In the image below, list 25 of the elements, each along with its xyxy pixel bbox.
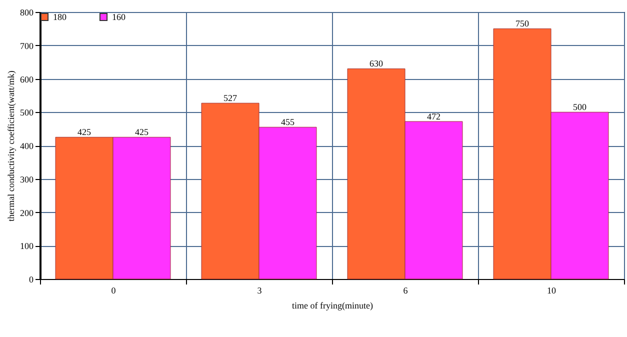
y-tick-label: 0: [29, 274, 34, 284]
x-axis-title: time of frying(minute): [292, 300, 373, 310]
x-tick-label: 0: [111, 286, 116, 296]
data-label: 750: [516, 18, 530, 29]
data-label: 455: [280, 117, 295, 128]
y-tick-label: 800: [20, 8, 34, 18]
data-label: 527: [224, 93, 238, 104]
y-tick-label: 400: [20, 141, 34, 151]
x-tick-label: 6: [403, 286, 408, 296]
x-tick-label: 10: [547, 286, 556, 296]
y-tick-label: 600: [20, 74, 34, 84]
y-tick-label: 100: [20, 241, 34, 252]
y-tick-label: 300: [20, 174, 34, 184]
legend-label: 160: [112, 12, 126, 22]
data-label: 425: [78, 127, 92, 138]
data-label: 500: [572, 102, 587, 112]
y-tick-label: 500: [20, 108, 34, 118]
data-label: 425: [134, 127, 149, 138]
data-label: 472: [426, 111, 440, 122]
x-tick-label: 3: [257, 286, 262, 296]
y-tick-label: 700: [20, 40, 34, 51]
data-label: 630: [370, 58, 384, 69]
y-axis-title: thermal conductivity coefficient(watt/mk): [6, 70, 16, 222]
y-tick-label: 200: [20, 208, 34, 218]
legend-label: 180: [53, 12, 67, 22]
